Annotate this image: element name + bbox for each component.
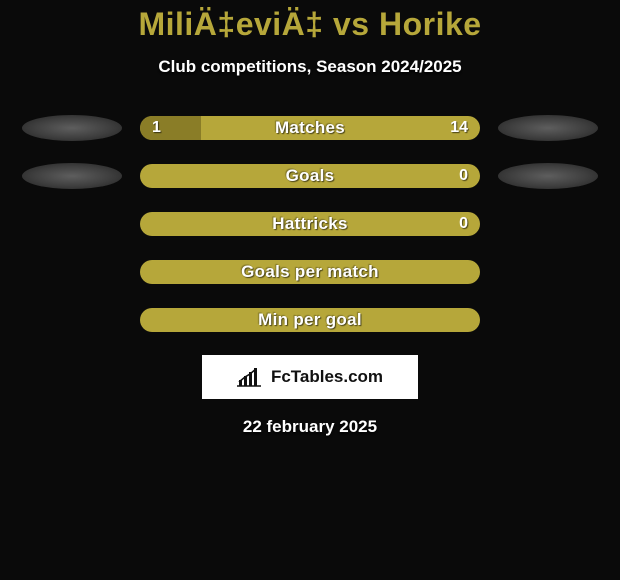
brand-text: FcTables.com bbox=[271, 367, 383, 387]
stat-bar: Goals0 bbox=[140, 164, 480, 188]
player-right-shadow bbox=[498, 163, 598, 189]
player-left-shadow bbox=[22, 307, 122, 333]
stat-label: Matches bbox=[140, 116, 480, 140]
brand-badge[interactable]: FcTables.com bbox=[202, 355, 418, 399]
stat-row: Min per goal bbox=[0, 307, 620, 333]
stat-bar: Matches1 14 bbox=[140, 116, 480, 140]
player-left-shadow bbox=[22, 259, 122, 285]
player-right-shadow bbox=[498, 259, 598, 285]
player-right-shadow bbox=[498, 115, 598, 141]
stat-label: Goals bbox=[140, 164, 480, 188]
stat-value-right: 0 bbox=[459, 164, 468, 188]
comparison-card: MiliÄ‡eviÄ‡ vs Horike Club competitions,… bbox=[0, 0, 620, 580]
stat-value-right: 14 bbox=[450, 116, 468, 140]
page-title: MiliÄ‡eviÄ‡ vs Horike bbox=[0, 6, 620, 43]
subtitle: Club competitions, Season 2024/2025 bbox=[0, 57, 620, 77]
stat-label: Min per goal bbox=[140, 308, 480, 332]
stat-label: Hattricks bbox=[140, 212, 480, 236]
stat-bar: Goals per match bbox=[140, 260, 480, 284]
stat-value-right: 0 bbox=[459, 212, 468, 236]
stat-label: Goals per match bbox=[140, 260, 480, 284]
player-left-shadow bbox=[22, 163, 122, 189]
player-left-shadow bbox=[22, 211, 122, 237]
chart-icon bbox=[237, 366, 265, 388]
stat-row: Goals0 bbox=[0, 163, 620, 189]
stat-row: Hattricks0 bbox=[0, 211, 620, 237]
stat-value-left: 1 bbox=[152, 116, 161, 140]
player-left-shadow bbox=[22, 115, 122, 141]
player-right-shadow bbox=[498, 211, 598, 237]
date-line: 22 february 2025 bbox=[0, 417, 620, 437]
stat-rows: Matches114Goals0Hattricks0Goals per matc… bbox=[0, 115, 620, 333]
stat-bar: Min per goal bbox=[140, 308, 480, 332]
player-right-shadow bbox=[498, 307, 598, 333]
stat-bar: Hattricks0 bbox=[140, 212, 480, 236]
stat-row: Goals per match bbox=[0, 259, 620, 285]
stat-row: Matches1 14 bbox=[0, 115, 620, 141]
